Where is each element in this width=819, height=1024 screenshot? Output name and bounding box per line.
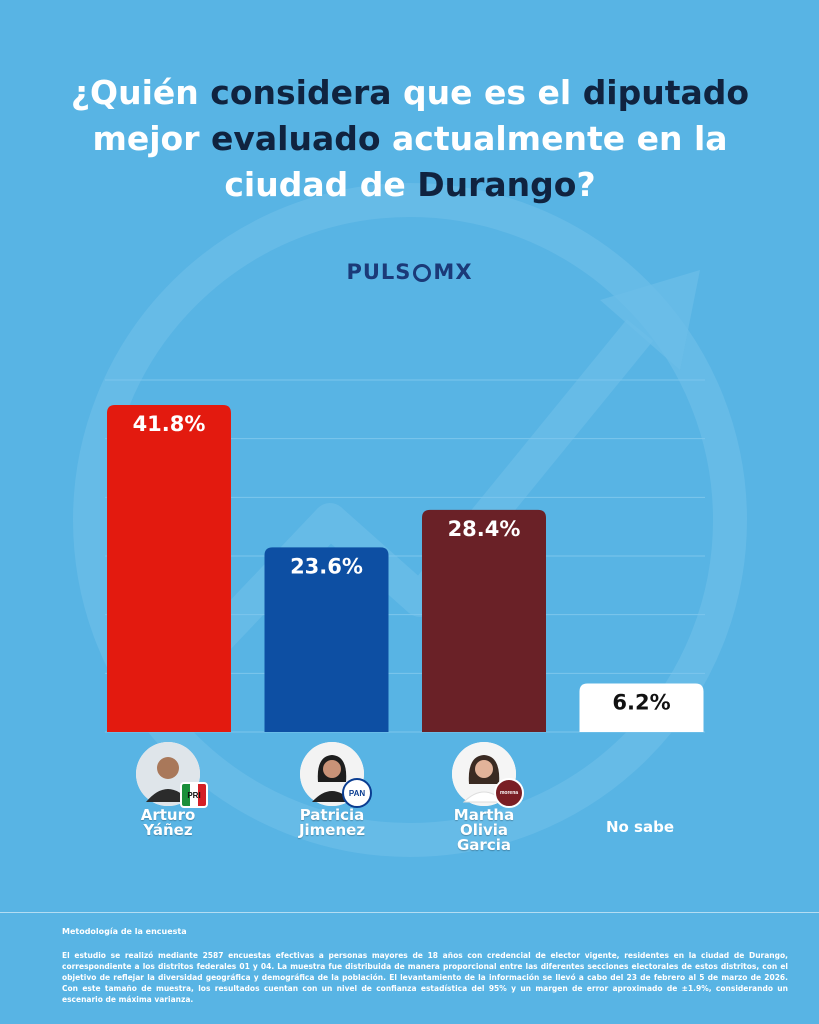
bar-0 xyxy=(107,405,231,732)
candidate-martha: morena Martha Olivia Garcia xyxy=(414,742,554,853)
methodology-title: Metodología de la encuesta xyxy=(62,927,187,936)
avatar: morena xyxy=(452,742,524,808)
title-segment: diputado xyxy=(582,73,750,112)
candidate-name: Patricia Jimenez xyxy=(298,806,366,839)
title-segment: ¿Quién xyxy=(70,73,211,112)
bar-value-label: 41.8% xyxy=(133,412,206,436)
page-title: ¿Quién considera que es el diputado mejo… xyxy=(60,70,760,208)
pri-logo-icon: PRI xyxy=(180,782,208,808)
title-segment: Durango xyxy=(417,165,577,204)
avatar: PRI xyxy=(136,742,208,808)
candidate-arturo: PRI Arturo Yáñez xyxy=(98,742,238,838)
methodology-text: El estudio se realizó mediante 2587 encu… xyxy=(62,951,788,1004)
bar-3 xyxy=(579,683,704,732)
title-segment: considera xyxy=(210,73,392,112)
candidate-name: Arturo Yáñez xyxy=(140,806,196,839)
bar-1 xyxy=(264,547,389,732)
avatar: PAN xyxy=(300,742,372,808)
bar-value-label: 6.2% xyxy=(612,691,670,715)
brand-logo: PULS MX xyxy=(0,260,819,284)
no-sabe-label: No sabe xyxy=(605,818,675,836)
bar-2 xyxy=(422,509,546,732)
title-segment: evaluado xyxy=(210,119,381,158)
brand-text-right: MX xyxy=(433,260,473,284)
bar-chart: 41.8% 23.6% 28.4% 6.2% xyxy=(105,379,705,733)
title-segment: actualmente en la ciudad de xyxy=(224,119,728,204)
candidate-patricia: PAN Patricia Jimenez xyxy=(262,742,402,838)
bar-value-label: 23.6% xyxy=(290,554,363,578)
morena-logo-icon: morena xyxy=(494,778,524,808)
bar-value-label: 28.4% xyxy=(448,517,521,541)
brand-circle-icon xyxy=(413,264,432,282)
title-segment: ? xyxy=(576,165,596,204)
chart-bars: 41.8% 23.6% 28.4% 6.2% xyxy=(107,405,704,732)
candidate-name: Martha Olivia Garcia xyxy=(453,806,515,854)
title-segment: que es el xyxy=(391,73,583,112)
divider xyxy=(0,912,819,913)
pan-logo-icon: PAN xyxy=(342,778,372,808)
brand-text-left: PULS xyxy=(346,260,412,284)
title-segment: mejor xyxy=(92,119,211,158)
